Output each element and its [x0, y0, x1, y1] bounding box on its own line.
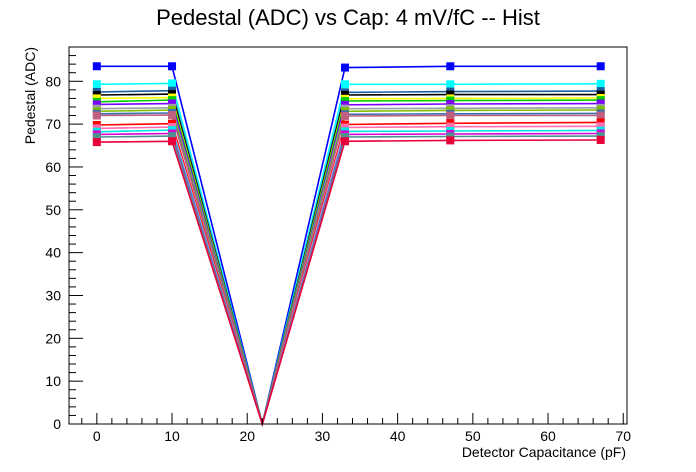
chart-title: Pedestal (ADC) vs Cap: 4 mV/fC -- Hist: [156, 5, 540, 30]
y-tick-label: 20: [45, 330, 61, 346]
series-line: [96, 99, 601, 428]
data-point: [446, 80, 455, 89]
plot-area: [92, 62, 605, 428]
data-point: [596, 122, 605, 131]
data-point: [92, 100, 101, 109]
data-point: [596, 111, 605, 120]
data-point: [446, 122, 455, 131]
data-point: [168, 132, 177, 141]
x-tick-label: 30: [315, 428, 331, 444]
data-point: [168, 137, 177, 146]
y-tick-label: 70: [45, 116, 61, 132]
data-point: [446, 111, 455, 120]
data-point: [446, 99, 455, 108]
data-point: [168, 62, 177, 71]
data-point: [168, 79, 177, 88]
series-line: [96, 96, 601, 428]
series-line: [96, 121, 601, 427]
x-tick-label: 60: [540, 428, 556, 444]
y-tick-label: 60: [45, 159, 61, 175]
x-tick-label: 50: [465, 428, 481, 444]
x-tick-label: 0: [93, 428, 101, 444]
data-point: [340, 80, 349, 89]
series-line: [96, 109, 601, 428]
x-tick-label: 40: [390, 428, 406, 444]
series-line: [96, 82, 601, 425]
y-tick-label: 50: [45, 202, 61, 218]
data-point: [340, 63, 349, 72]
data-point: [596, 135, 605, 144]
series-line: [96, 112, 601, 427]
series-line: [96, 139, 601, 427]
data-point: [92, 138, 101, 147]
data-point: [596, 79, 605, 88]
series-line: [96, 135, 601, 427]
data-point: [446, 62, 455, 71]
data-point: [168, 111, 177, 120]
x-tick-label: 70: [615, 428, 631, 444]
y-tick-label: 40: [45, 245, 61, 261]
series-line: [96, 65, 601, 425]
x-tick-label: 20: [239, 428, 255, 444]
series-line: [96, 106, 601, 428]
series-line: [96, 125, 601, 427]
y-tick-label: 30: [45, 287, 61, 303]
y-tick-label: 80: [45, 73, 61, 89]
data-point: [340, 137, 349, 146]
series-line: [96, 114, 601, 427]
data-point: [92, 111, 101, 120]
data-point: [92, 62, 101, 71]
series-line: [96, 132, 601, 427]
data-point: [340, 111, 349, 120]
data-point: [340, 132, 349, 141]
x-axis-label: Detector Capacitance (pF): [462, 444, 626, 460]
axes: 0 10 20 30 40 50 60 70 0 10 20 30 40 50 60 70 80: [45, 46, 631, 444]
data-point: [596, 99, 605, 108]
y-tick-label: 10: [45, 373, 61, 389]
data-point: [168, 99, 177, 108]
series-line: [96, 129, 601, 427]
data-point: [596, 62, 605, 71]
data-point: [92, 132, 101, 141]
data-point: [92, 80, 101, 89]
data-point: [446, 136, 455, 145]
y-axis-label: Pedestal (ADC): [22, 47, 38, 144]
y-tick-label: 0: [53, 416, 61, 432]
x-tick-label: 10: [164, 428, 180, 444]
series-line: [96, 102, 601, 428]
